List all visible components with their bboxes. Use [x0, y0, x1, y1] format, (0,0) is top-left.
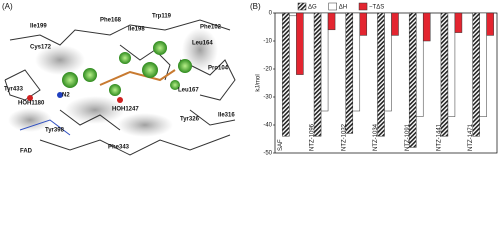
residue-label: Ile199 [30, 24, 47, 30]
bar [313, 12, 322, 137]
legend-swatch [297, 2, 307, 11]
x-tick-label: NTZ-1471 [468, 123, 474, 151]
figure: (A) (B) Ile199 Phe168 Trp119 Phe102 Ile198 Le… [2, 2, 498, 157]
bar [454, 12, 463, 33]
residue-label: Tyr433 [4, 87, 24, 93]
y-tick-label: -30 [263, 95, 272, 101]
y-axis-label: kJ/mol [256, 74, 262, 91]
legend-label: −TΔS [369, 5, 384, 11]
panel-label: (A) [2, 2, 13, 11]
residue-label: Cys172 [30, 45, 52, 51]
residue-label: N2 [62, 93, 70, 99]
x-tick-label: NTZ-1032 [341, 123, 347, 151]
residue-label: Phe343 [108, 145, 130, 151]
x-tick-label: SAF [278, 139, 284, 151]
residue-label: Tyr398 [45, 128, 65, 134]
bar [359, 12, 368, 36]
x-tick-label: NTZ-1034 [373, 123, 379, 151]
residue-label: Leu167 [178, 88, 199, 94]
y-tick-label: -40 [263, 123, 272, 129]
bar [447, 12, 456, 117]
residue-label: Trp119 [152, 14, 172, 20]
bar [377, 12, 385, 137]
bar [296, 12, 304, 75]
bar [327, 12, 336, 31]
residue-label: Tyr326 [180, 117, 200, 123]
bar [282, 12, 290, 137]
bar [384, 12, 392, 112]
bar [422, 12, 431, 42]
bar [472, 12, 480, 137]
bar [415, 12, 424, 117]
bar [352, 12, 361, 112]
x-tick-label: NTZ-1096 [310, 123, 316, 151]
residue-label: Pro104 [208, 66, 229, 72]
bar [486, 12, 494, 36]
residue-label: FAD [20, 149, 33, 155]
y-tick-label: -20 [263, 67, 272, 73]
residue-label: HOH1247 [112, 107, 139, 113]
legend-label: ΔH [339, 5, 347, 11]
bar [320, 12, 329, 112]
structure-image [4, 19, 236, 156]
residue-label: Ile316 [218, 113, 235, 119]
bar [479, 12, 487, 117]
bar [345, 12, 354, 134]
residue-label: HOH1180 [18, 101, 45, 107]
residue-label: Leu164 [192, 41, 213, 47]
y-tick-label: 0 [269, 11, 273, 17]
x-tick-label: NTZ-1091 [405, 123, 411, 151]
residue-label: Phe102 [200, 25, 222, 31]
panel-label: (B) [250, 2, 261, 11]
y-tick-label: -10 [263, 39, 272, 45]
legend-swatch [328, 2, 337, 11]
x-tick-label: NTZ-1441 [437, 123, 443, 151]
bar [440, 12, 449, 137]
legend-swatch [358, 2, 368, 11]
residue-label: Phe168 [100, 18, 122, 24]
y-tick-label: -50 [263, 151, 272, 157]
bar [391, 12, 399, 36]
bar [289, 12, 297, 17]
legend-label: ΔG [308, 5, 317, 11]
residue-label: Ile198 [128, 27, 145, 33]
